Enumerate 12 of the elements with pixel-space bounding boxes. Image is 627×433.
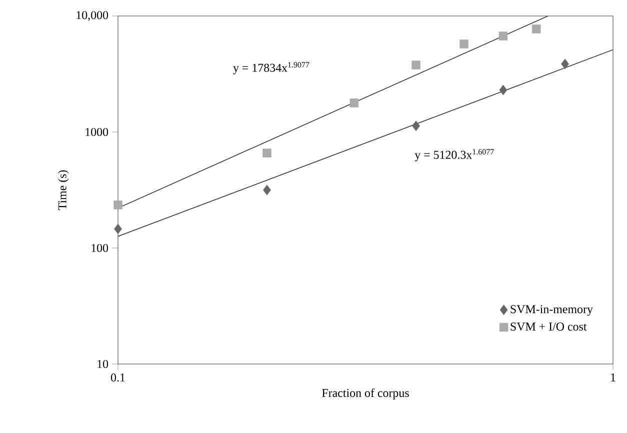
legend-label: SVM-in-memory (510, 305, 593, 316)
y-tick-label: 10 (98, 360, 108, 368)
legend-label: SVM + I/O cost (510, 322, 587, 331)
y-tick-label: 1000 (86, 128, 108, 136)
x-tick-label: 0.1 (110, 373, 125, 382)
y-axis-title: Time (s) (58, 170, 69, 210)
y-tick-label: 100 (92, 244, 108, 252)
x-axis-title: Fraction of corpus (322, 388, 409, 400)
x-tick-label: 1 (611, 373, 616, 382)
annotation: y = 17834x$^{1.9077}$ (233, 62, 310, 74)
y-tick-label: 10,000 (76, 11, 108, 21)
annotation: y = 5120.3x$^{1.6077}$ (414, 149, 494, 162)
